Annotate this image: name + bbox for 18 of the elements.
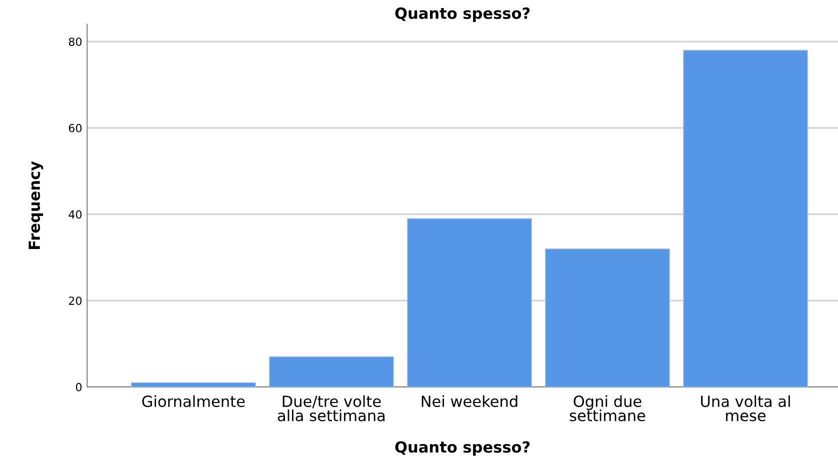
- x-tick-label: Ogni due settimane: [570, 395, 646, 422]
- bar: [130, 382, 256, 387]
- x-tick-label: Una volta al mese: [701, 395, 790, 422]
- y-tick-label: 20: [68, 296, 82, 305]
- bar: [682, 50, 808, 387]
- y-tick-label: 40: [68, 210, 82, 219]
- x-axis-title: Quanto spesso?: [395, 441, 530, 456]
- y-tick-label: 80: [68, 38, 82, 46]
- bar: [268, 356, 394, 387]
- bar: [544, 248, 670, 387]
- y-tick-label: 0: [76, 382, 82, 392]
- x-tick-label: Giornalmente: [142, 395, 245, 408]
- x-tick-label: Nei weekend: [422, 395, 518, 408]
- y-tick-label: 60: [68, 124, 82, 132]
- x-tick-label: Due/tre volte alla settimana: [278, 395, 385, 422]
- y-axis-title: Frequency: [28, 161, 44, 249]
- chart-title: Quanto spesso?: [395, 7, 530, 22]
- bar: [406, 218, 532, 387]
